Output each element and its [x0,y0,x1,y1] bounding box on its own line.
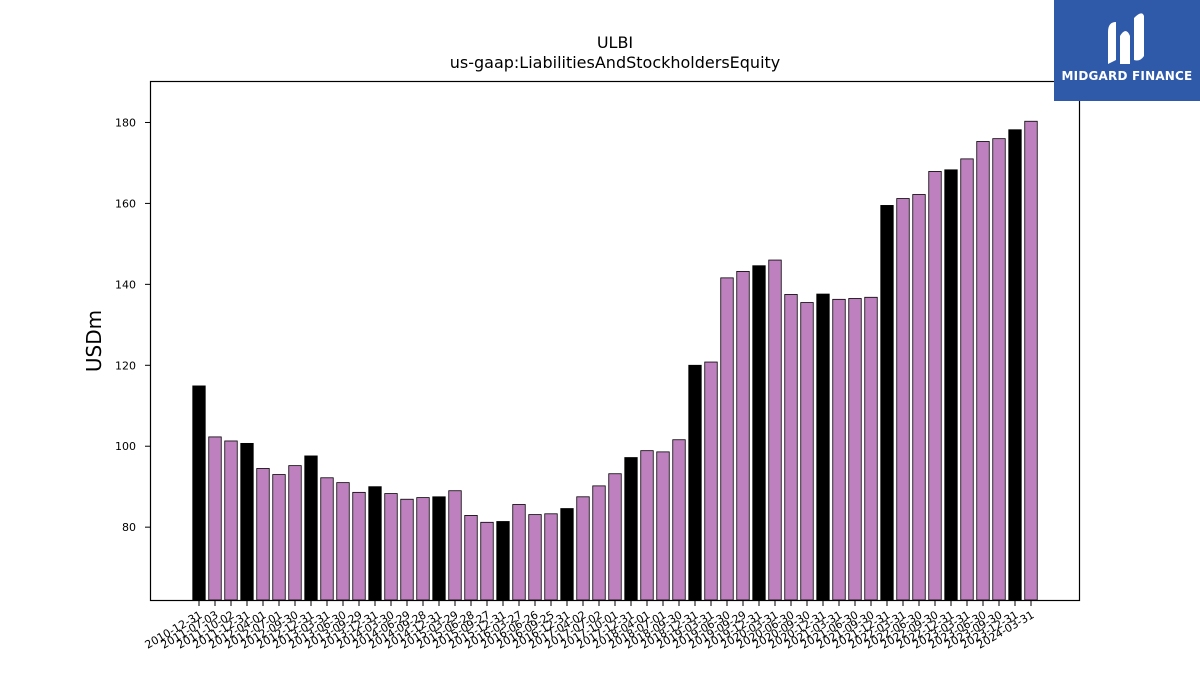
bar-2015-12-31 [496,521,510,601]
bar-2017-10-01 [608,473,622,601]
y-tick-label: 120 [115,359,136,372]
bar-2022-03-31 [896,198,910,601]
bar-2021-12-31 [880,205,894,601]
bar-2017-12-31 [624,457,638,601]
bar-2022-06-30 [912,194,926,601]
bar-2014-09-28 [416,497,430,601]
bar-2020-06-30 [784,294,798,601]
bar-2019-06-30 [720,277,734,601]
bar-2019-12-31 [752,265,766,601]
y-tick-label: 80 [122,521,136,534]
bar-2012-04-01 [256,468,270,601]
bar-2013-03-31 [320,477,334,601]
y-tick-label: 160 [115,197,136,210]
x-axis-ticks: 2010-12-312011-07-032011-10-022011-12-31… [143,600,1037,652]
bar-2024-03-31 [1024,120,1038,601]
bar-2011-12-31 [240,442,254,601]
bar-2022-12-31 [944,169,958,601]
y-tick-label: 100 [115,440,136,453]
bar-2013-09-29 [352,491,366,601]
midgard-logo-icon [1108,13,1144,64]
bar-2018-09-30 [672,439,686,601]
bar-2012-07-01 [272,474,286,601]
bar-2023-06-30 [976,141,990,601]
bar-2023-09-30 [992,138,1006,601]
bar-2017-07-02 [592,485,606,601]
bar-2012-09-30 [288,465,302,601]
y-axis-ticks: 80 100 120 140 160 180 [115,116,151,534]
bar-2016-03-27 [512,504,526,601]
bar-2014-06-29 [400,498,414,601]
bar-2015-09-27 [480,521,494,601]
bar-2020-09-30 [800,302,814,601]
bar-2022-09-30 [928,171,942,601]
bar-2023-12-31 [1008,129,1022,601]
bar-2021-03-31 [832,298,846,601]
bar-2011-07-03 [208,436,222,601]
bar-2012-12-31 [304,455,318,601]
bar-2019-09-29 [736,270,750,601]
bar-2017-04-02 [576,496,590,601]
bar-2016-12-31 [560,508,574,601]
chart-subtitle: us-gaap:LiabilitiesAndStockholdersEquity [450,53,781,72]
bar-2011-10-02 [224,440,238,601]
bar-2023-03-31 [960,158,974,601]
bar-2016-06-26 [528,514,542,601]
bar-2015-03-29 [448,490,462,601]
bar-2019-03-31 [704,361,718,601]
bar-2021-06-30 [848,298,862,601]
y-tick-label: 180 [115,116,136,129]
bar-2014-03-30 [384,493,398,601]
bar-2020-12-31 [816,293,830,601]
bar-2015-06-28 [464,515,478,601]
midgard-finance-logo: MIDGARD FINANCE [1054,0,1200,101]
logo-text: MIDGARD FINANCE [1061,69,1193,83]
y-tick-label: 140 [115,278,136,291]
bar-2016-09-25 [544,513,558,601]
bar-2014-12-31 [432,496,446,601]
bar-2020-03-31 [768,259,782,601]
bar-2018-12-31 [688,364,702,601]
bar-2013-06-30 [336,482,350,601]
bar-2013-12-31 [368,486,382,601]
bar-2010-12-31 [192,385,206,601]
bar-2018-04-01 [640,450,654,601]
y-axis-label: USDm [82,310,106,372]
bar-2018-07-01 [656,451,670,601]
bar-2021-09-30 [864,296,878,601]
chart-title: ULBI [597,33,633,52]
plot-frame [149,80,1081,602]
bars [192,120,1038,601]
